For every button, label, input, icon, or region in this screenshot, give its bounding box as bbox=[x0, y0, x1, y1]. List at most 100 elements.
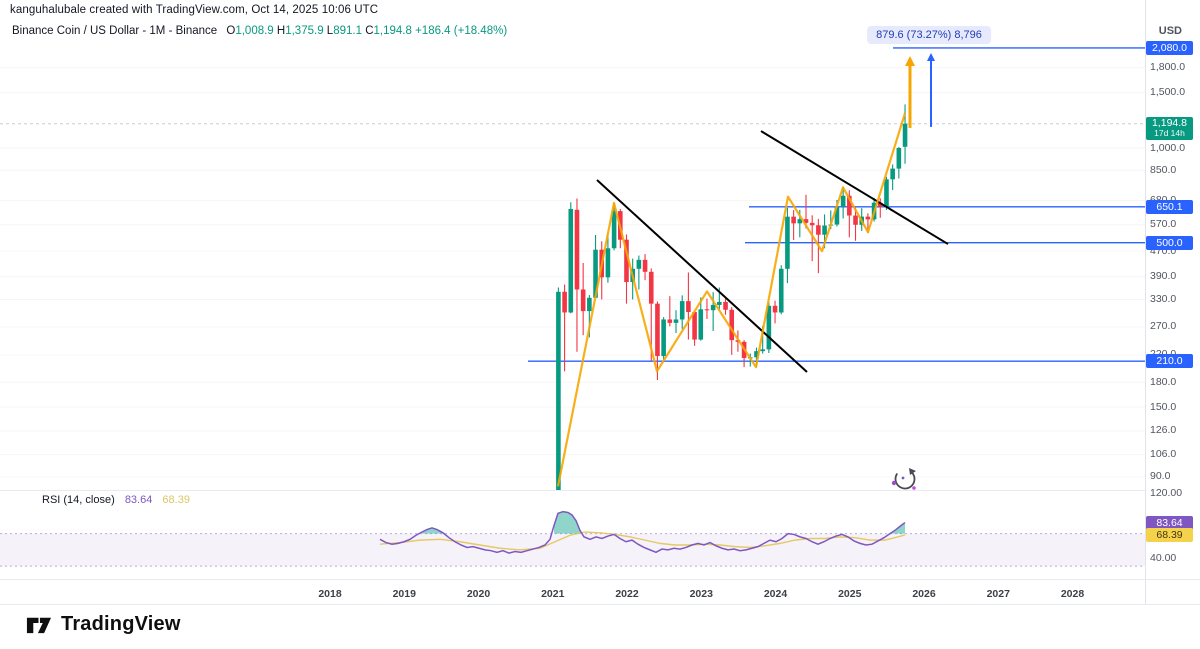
symbol-title: Binance Coin / US Dollar - 1M - Binance bbox=[12, 25, 218, 37]
candle-body bbox=[729, 309, 735, 341]
candle-body bbox=[655, 303, 660, 357]
price-tick-label: 850.0 bbox=[1150, 163, 1177, 176]
price-range-measure-label[interactable]: 879.6 (73.27%) 8,796 bbox=[867, 26, 991, 44]
price-pane[interactable] bbox=[0, 47, 1145, 575]
candle-body bbox=[809, 222, 815, 226]
rsi-value-label: 83.64 bbox=[1146, 515, 1193, 530]
candle-body bbox=[840, 195, 846, 207]
candle-body bbox=[902, 123, 908, 147]
price-tick-label: 390.0 bbox=[1150, 270, 1177, 283]
level-price-label: 2,080.0 bbox=[1146, 40, 1193, 55]
rsi-ma-value: 68.39 bbox=[162, 494, 190, 506]
rsi-name: RSI (14, close) bbox=[42, 494, 115, 506]
change-value: +186.4 (+18.48%) bbox=[415, 25, 508, 37]
candle-body bbox=[877, 202, 883, 207]
symbol-info-bar[interactable]: Binance Coin / US Dollar - 1M - Binance … bbox=[12, 25, 507, 37]
attribution-text: kanguhalubale created with TradingView.c… bbox=[10, 4, 379, 16]
candle-body bbox=[717, 301, 722, 305]
zigzag-drawing[interactable] bbox=[556, 112, 907, 487]
rsi-value-label: 68.39 bbox=[1146, 527, 1193, 542]
candle-body bbox=[760, 349, 765, 352]
year-label: 2022 bbox=[615, 588, 639, 600]
year-label: 2019 bbox=[392, 588, 416, 600]
candle-body bbox=[710, 304, 716, 311]
candle-body bbox=[754, 351, 759, 358]
tradingview-logo-icon bbox=[26, 617, 52, 634]
candle-body bbox=[673, 319, 679, 323]
last-price-label: 1,194.8 17d 14h bbox=[1146, 116, 1193, 140]
candle-body bbox=[847, 195, 852, 216]
time-axis-separator bbox=[0, 579, 1200, 580]
rsi-indicator-title[interactable]: RSI (14, close) 83.64 68.39 bbox=[42, 494, 190, 506]
candle-body bbox=[884, 179, 889, 207]
price-tick-label: 570.0 bbox=[1150, 218, 1177, 231]
candle-body bbox=[580, 289, 586, 312]
candle-body bbox=[636, 259, 642, 269]
rsi-value: 83.64 bbox=[124, 494, 153, 506]
trendline-drawing[interactable] bbox=[760, 130, 949, 245]
price-tick-label: 330.0 bbox=[1150, 292, 1177, 305]
price-tick-label: 106.0 bbox=[1150, 448, 1177, 461]
candle-body bbox=[785, 216, 790, 269]
candle-body bbox=[853, 215, 858, 225]
pane-separator bbox=[0, 490, 1145, 491]
candle-body bbox=[587, 297, 592, 312]
candles[interactable] bbox=[556, 104, 908, 574]
candle-body bbox=[568, 208, 574, 313]
rsi-overbought-fill bbox=[890, 522, 905, 534]
year-label: 2023 bbox=[689, 588, 713, 600]
candle-body bbox=[593, 249, 598, 298]
candle-body bbox=[772, 305, 778, 313]
price-scale-separator bbox=[1145, 0, 1146, 604]
year-label: 2028 bbox=[1060, 588, 1085, 600]
candle-body bbox=[624, 239, 629, 282]
candle-body bbox=[667, 319, 673, 323]
price-tick-label: 1,500.0 bbox=[1150, 86, 1186, 99]
ohlc-low: L891.1 bbox=[326, 25, 362, 37]
candle-body bbox=[822, 225, 827, 235]
candle-body bbox=[556, 291, 561, 490]
dizzy-emoji-sticker[interactable] bbox=[891, 466, 919, 493]
currency-label: USD bbox=[1158, 25, 1182, 37]
candle-body bbox=[698, 309, 704, 340]
year-label: 2021 bbox=[541, 588, 565, 600]
candle-body bbox=[723, 301, 728, 310]
candle-body bbox=[648, 271, 654, 304]
price-tick-label: 150.0 bbox=[1150, 400, 1177, 413]
candle-body bbox=[896, 148, 902, 169]
candle-body bbox=[642, 259, 648, 272]
rsi-overbought-fill bbox=[422, 527, 443, 534]
candle-body bbox=[661, 319, 666, 357]
bottom-separator bbox=[0, 604, 1200, 605]
candle-body bbox=[611, 211, 617, 249]
trendline-drawing[interactable] bbox=[596, 179, 808, 373]
level-price-label: 210.0 bbox=[1146, 354, 1193, 369]
ohlc-close: C1,194.8 bbox=[365, 25, 412, 37]
price-tick-label: 270.0 bbox=[1150, 320, 1177, 333]
rsi-line bbox=[379, 510, 906, 554]
tradingview-logo-text: TradingView bbox=[61, 613, 181, 635]
level-price-label: 650.1 bbox=[1146, 199, 1193, 214]
level-price-label: 500.0 bbox=[1146, 235, 1193, 250]
candle-body bbox=[679, 301, 685, 320]
year-label: 2027 bbox=[986, 588, 1010, 600]
orange-arrow-drawing[interactable] bbox=[905, 56, 915, 128]
price-tick-label: 180.0 bbox=[1150, 375, 1177, 388]
tradingview-logo[interactable]: TradingView bbox=[25, 611, 181, 638]
bar-countdown: 17d 14h bbox=[1154, 127, 1185, 138]
year-label: 2018 bbox=[318, 588, 342, 600]
blue-arrow-drawing[interactable] bbox=[927, 53, 935, 127]
ohlc-open: O1,008.9 bbox=[226, 25, 274, 37]
price-tick-label: 126.0 bbox=[1150, 424, 1177, 437]
candle-body bbox=[834, 206, 840, 225]
price-tick-label: 1,000.0 bbox=[1150, 141, 1186, 154]
year-label: 2025 bbox=[838, 588, 862, 600]
rsi-band bbox=[0, 533, 1145, 567]
price-tick-label: 1,800.0 bbox=[1150, 61, 1186, 74]
year-label: 2020 bbox=[466, 588, 491, 600]
rsi-pane[interactable] bbox=[379, 510, 906, 554]
candle-body bbox=[890, 168, 895, 180]
candle-body bbox=[791, 216, 796, 224]
